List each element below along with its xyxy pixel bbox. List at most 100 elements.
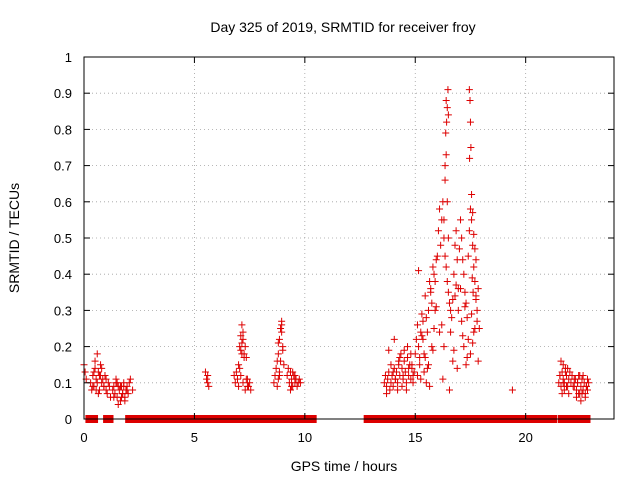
data-point — [426, 382, 434, 390]
data-point — [239, 379, 247, 387]
data-point — [442, 129, 450, 137]
data-point — [471, 245, 479, 253]
data-point — [458, 317, 466, 325]
data-point — [440, 343, 448, 351]
data-point — [557, 357, 565, 365]
data-point — [112, 375, 120, 383]
data-point — [288, 382, 296, 390]
data-point — [468, 310, 476, 318]
data-point — [572, 393, 580, 401]
data-point — [584, 375, 591, 383]
data-point — [431, 277, 439, 285]
data-point — [402, 379, 410, 387]
data-point — [508, 386, 516, 394]
data-point — [103, 390, 111, 398]
data-point — [460, 343, 468, 351]
data-point — [415, 267, 423, 275]
data-point — [467, 144, 475, 151]
data-point — [408, 361, 416, 369]
data-point — [97, 361, 105, 369]
data-point — [576, 372, 584, 380]
data-point — [571, 375, 579, 383]
data-point — [470, 328, 478, 336]
data-point — [468, 274, 476, 282]
data-point — [407, 375, 415, 383]
data-point — [275, 372, 283, 380]
data-point — [241, 386, 249, 394]
data-point — [111, 390, 119, 398]
data-point — [468, 216, 476, 224]
data-point — [439, 375, 447, 383]
data-point — [463, 314, 471, 322]
data-point — [279, 346, 287, 354]
data-point — [95, 372, 103, 380]
data-point — [280, 361, 288, 369]
data-point — [469, 241, 477, 249]
data-point — [423, 328, 431, 336]
y-tick-labels: 0 0.1 0.2 0.3 0.4 0.5 0.6 0.7 0.8 0.9 1 — [54, 50, 72, 427]
data-point — [427, 285, 435, 293]
data-point — [278, 321, 286, 329]
data-point — [113, 379, 121, 387]
data-point — [441, 176, 449, 184]
data-point — [119, 390, 127, 398]
data-point — [286, 386, 294, 394]
data-point — [444, 111, 452, 119]
data-point — [284, 364, 292, 372]
data-point — [559, 379, 567, 387]
data-point — [432, 303, 440, 311]
data-point — [436, 328, 444, 336]
data-point — [240, 353, 248, 361]
data-point — [404, 343, 412, 351]
y-tick-label: 0.7 — [54, 159, 72, 174]
data-point — [560, 386, 568, 394]
data-point — [441, 252, 449, 260]
data-point — [431, 306, 439, 314]
data-point — [444, 86, 452, 94]
data-point — [115, 386, 123, 394]
data-point — [450, 346, 458, 354]
data-point — [232, 368, 240, 376]
data-point — [89, 382, 97, 390]
data-point — [453, 364, 461, 372]
data-point — [405, 364, 413, 372]
data-point — [441, 162, 449, 170]
data-point — [91, 357, 99, 365]
data-point — [410, 368, 418, 376]
data-point — [455, 245, 463, 253]
data-point — [430, 325, 438, 332]
data-point — [91, 364, 99, 372]
data-point — [445, 299, 453, 307]
data-point — [472, 256, 480, 264]
data-point — [81, 368, 89, 376]
data-point — [239, 335, 247, 343]
x-axis-label: GPS time / hours — [291, 458, 398, 474]
data-point — [461, 288, 469, 296]
data-point — [102, 375, 110, 383]
data-point — [422, 314, 430, 322]
data-point — [235, 382, 243, 390]
data-point — [561, 368, 569, 376]
x-tick-label: 0 — [80, 430, 87, 445]
data-point — [470, 230, 478, 238]
data-point — [278, 328, 286, 336]
data-point — [558, 390, 566, 398]
data-point — [274, 375, 282, 383]
data-point — [581, 393, 589, 401]
y-tick-label: 0 — [65, 412, 72, 427]
data-point — [463, 353, 471, 361]
data-point — [559, 361, 567, 369]
data-point — [296, 379, 304, 387]
data-point — [462, 361, 470, 369]
data-points — [80, 86, 593, 409]
data-point — [449, 357, 457, 365]
data-point — [444, 234, 452, 242]
data-point — [274, 350, 282, 358]
data-point — [387, 361, 395, 369]
data-point — [121, 397, 129, 405]
data-point — [394, 379, 402, 387]
data-point — [118, 393, 126, 401]
data-point — [238, 350, 246, 358]
data-point — [100, 382, 108, 390]
